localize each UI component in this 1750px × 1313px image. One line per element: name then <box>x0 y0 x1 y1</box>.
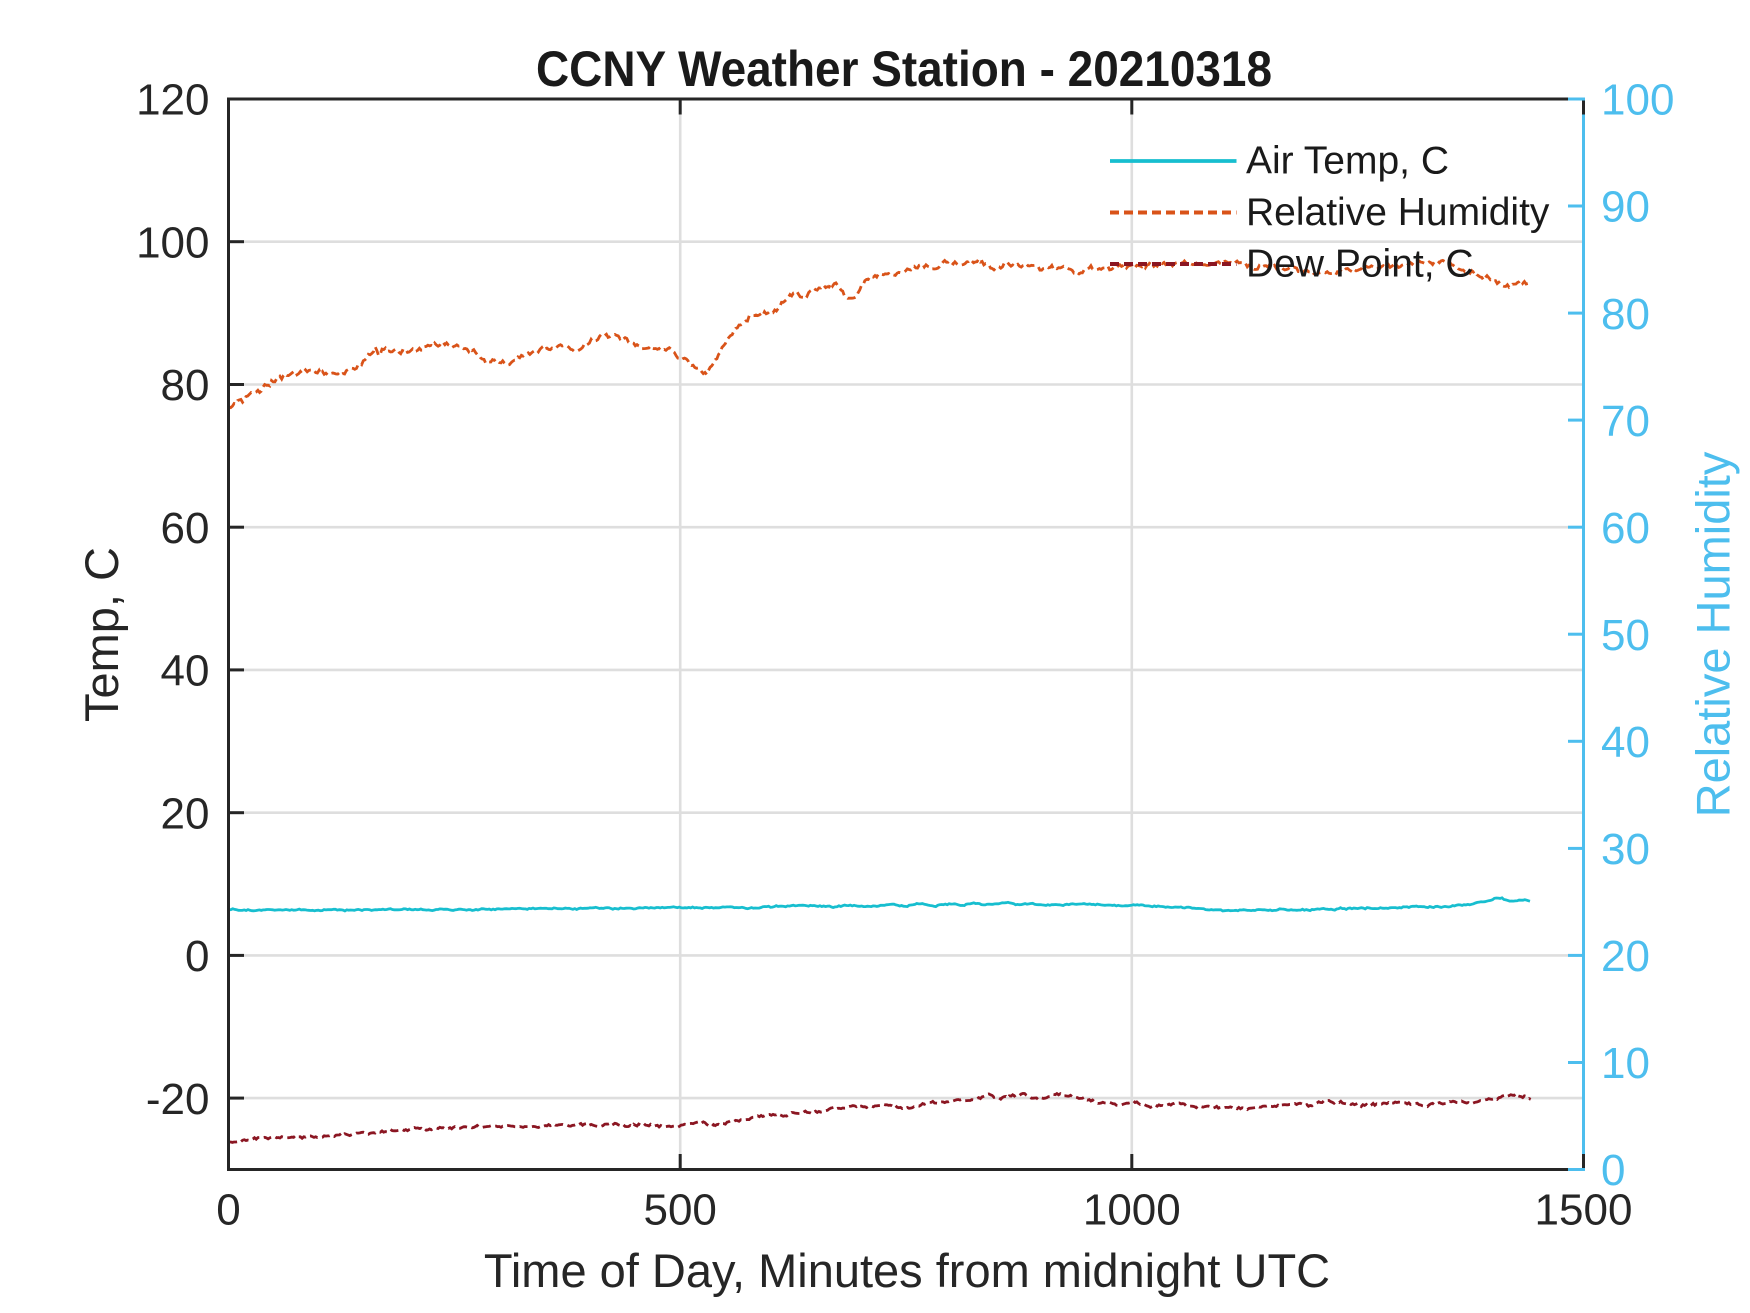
svg-text:10: 10 <box>1601 1039 1650 1088</box>
svg-text:20: 20 <box>1601 932 1650 981</box>
svg-text:20: 20 <box>161 789 210 838</box>
svg-text:60: 60 <box>1601 504 1650 553</box>
svg-text:Air Temp, C: Air Temp, C <box>1246 140 1449 183</box>
svg-text:Time of Day, Minutes from midn: Time of Day, Minutes from midnight UTC <box>484 1244 1330 1297</box>
svg-text:Relative Humidity: Relative Humidity <box>1246 191 1550 234</box>
svg-text:0: 0 <box>216 1186 240 1235</box>
svg-text:-20: -20 <box>146 1075 210 1124</box>
svg-text:40: 40 <box>161 647 210 696</box>
svg-text:80: 80 <box>1601 290 1650 339</box>
svg-text:90: 90 <box>1601 183 1650 232</box>
svg-text:Dew Point, C: Dew Point, C <box>1246 243 1474 286</box>
svg-text:500: 500 <box>643 1186 716 1235</box>
svg-text:120: 120 <box>136 76 209 125</box>
svg-text:1500: 1500 <box>1535 1186 1633 1235</box>
svg-text:100: 100 <box>136 218 209 267</box>
svg-text:60: 60 <box>161 504 210 553</box>
svg-text:Temp, C: Temp, C <box>75 547 128 722</box>
svg-text:40: 40 <box>1601 718 1650 767</box>
svg-text:0: 0 <box>185 932 209 981</box>
svg-text:50: 50 <box>1601 611 1650 660</box>
svg-text:30: 30 <box>1601 825 1650 874</box>
svg-text:1000: 1000 <box>1083 1186 1181 1235</box>
svg-text:CCNY Weather Station - 2021031: CCNY Weather Station - 20210318 <box>536 41 1272 97</box>
svg-text:100: 100 <box>1601 76 1674 125</box>
svg-text:80: 80 <box>161 361 210 410</box>
svg-text:0: 0 <box>1601 1146 1625 1195</box>
svg-text:70: 70 <box>1601 397 1650 446</box>
svg-text:Relative Humidity: Relative Humidity <box>1687 451 1740 817</box>
